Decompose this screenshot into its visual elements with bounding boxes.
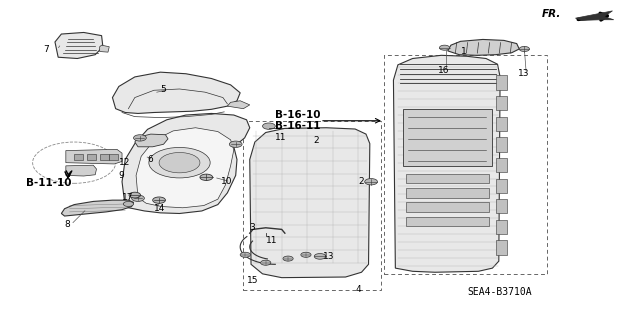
Polygon shape (61, 200, 134, 216)
Circle shape (365, 179, 378, 185)
Circle shape (519, 47, 529, 51)
Circle shape (314, 254, 326, 259)
Polygon shape (136, 128, 234, 208)
Text: 10: 10 (221, 177, 232, 186)
Circle shape (159, 152, 200, 173)
Text: B-16-10: B-16-10 (275, 110, 321, 120)
Text: 3: 3 (250, 223, 255, 232)
Bar (495, 75, 507, 90)
Circle shape (240, 252, 250, 257)
Circle shape (260, 260, 271, 265)
Circle shape (132, 195, 145, 201)
Circle shape (200, 174, 212, 181)
Text: 15: 15 (246, 276, 258, 285)
Text: 17: 17 (122, 193, 134, 202)
Polygon shape (250, 128, 370, 278)
Text: 6: 6 (148, 155, 154, 164)
Circle shape (283, 256, 293, 261)
Circle shape (129, 192, 141, 198)
Polygon shape (113, 72, 240, 114)
Circle shape (301, 252, 311, 257)
Text: 2: 2 (314, 136, 319, 145)
Bar (495, 158, 507, 172)
Text: 9: 9 (119, 171, 125, 180)
Bar (109, 154, 118, 160)
Circle shape (229, 141, 242, 147)
Bar (403, 109, 492, 166)
Bar (495, 220, 507, 234)
Bar (406, 188, 489, 197)
Text: 16: 16 (438, 66, 450, 75)
Bar (406, 174, 489, 183)
Bar (495, 137, 507, 152)
Text: SEA4-B3710A: SEA4-B3710A (467, 287, 531, 297)
Polygon shape (394, 55, 500, 272)
Bar (495, 117, 507, 131)
Polygon shape (227, 101, 250, 109)
Circle shape (134, 135, 147, 141)
Text: 12: 12 (119, 158, 130, 167)
Text: 7: 7 (43, 45, 49, 55)
Bar (100, 154, 109, 160)
Text: FR.: FR. (542, 9, 561, 19)
Text: 13: 13 (323, 252, 335, 261)
Polygon shape (448, 40, 519, 55)
Bar (495, 96, 507, 110)
Bar (495, 241, 507, 255)
Polygon shape (122, 114, 250, 213)
Polygon shape (55, 33, 103, 58)
Polygon shape (66, 149, 122, 164)
Text: 11: 11 (275, 133, 287, 142)
Text: 1: 1 (461, 47, 467, 56)
Bar (74, 154, 83, 160)
Bar (384, 55, 547, 274)
Bar (406, 202, 489, 212)
Text: B-16-11: B-16-11 (275, 121, 321, 131)
Circle shape (153, 197, 166, 203)
Text: 5: 5 (161, 85, 166, 94)
Circle shape (262, 123, 275, 129)
Bar (243, 122, 381, 290)
Bar (406, 217, 489, 226)
Text: 2: 2 (358, 177, 364, 186)
Polygon shape (66, 165, 97, 176)
Polygon shape (100, 45, 109, 52)
Text: 8: 8 (65, 220, 70, 229)
Bar (87, 154, 96, 160)
Bar (495, 199, 507, 213)
Text: B-11-10: B-11-10 (26, 178, 72, 188)
Text: 14: 14 (154, 204, 165, 213)
Text: 13: 13 (518, 69, 529, 78)
Circle shape (149, 147, 210, 178)
Text: 11: 11 (266, 236, 277, 245)
Circle shape (124, 201, 134, 206)
Polygon shape (135, 134, 168, 147)
Polygon shape (575, 11, 614, 20)
Text: 4: 4 (355, 285, 361, 294)
Bar (495, 179, 507, 193)
Circle shape (440, 45, 450, 50)
